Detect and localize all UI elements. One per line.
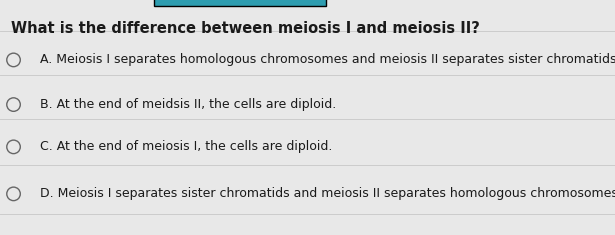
Text: What is the difference between meiosis I and meiosis II?: What is the difference between meiosis I… bbox=[11, 21, 480, 36]
Text: C. At the end of meiosis I, the cells are diploid.: C. At the end of meiosis I, the cells ar… bbox=[40, 140, 332, 153]
Text: D. Meiosis I separates sister chromatids and meiosis II separates homologous chr: D. Meiosis I separates sister chromatids… bbox=[40, 187, 615, 200]
Text: B. At the end of meidsis II, the cells are diploid.: B. At the end of meidsis II, the cells a… bbox=[40, 98, 336, 111]
FancyBboxPatch shape bbox=[154, 0, 326, 6]
Text: A. Meiosis I separates homologous chromosomes and meiosis II separates sister ch: A. Meiosis I separates homologous chromo… bbox=[40, 53, 615, 67]
